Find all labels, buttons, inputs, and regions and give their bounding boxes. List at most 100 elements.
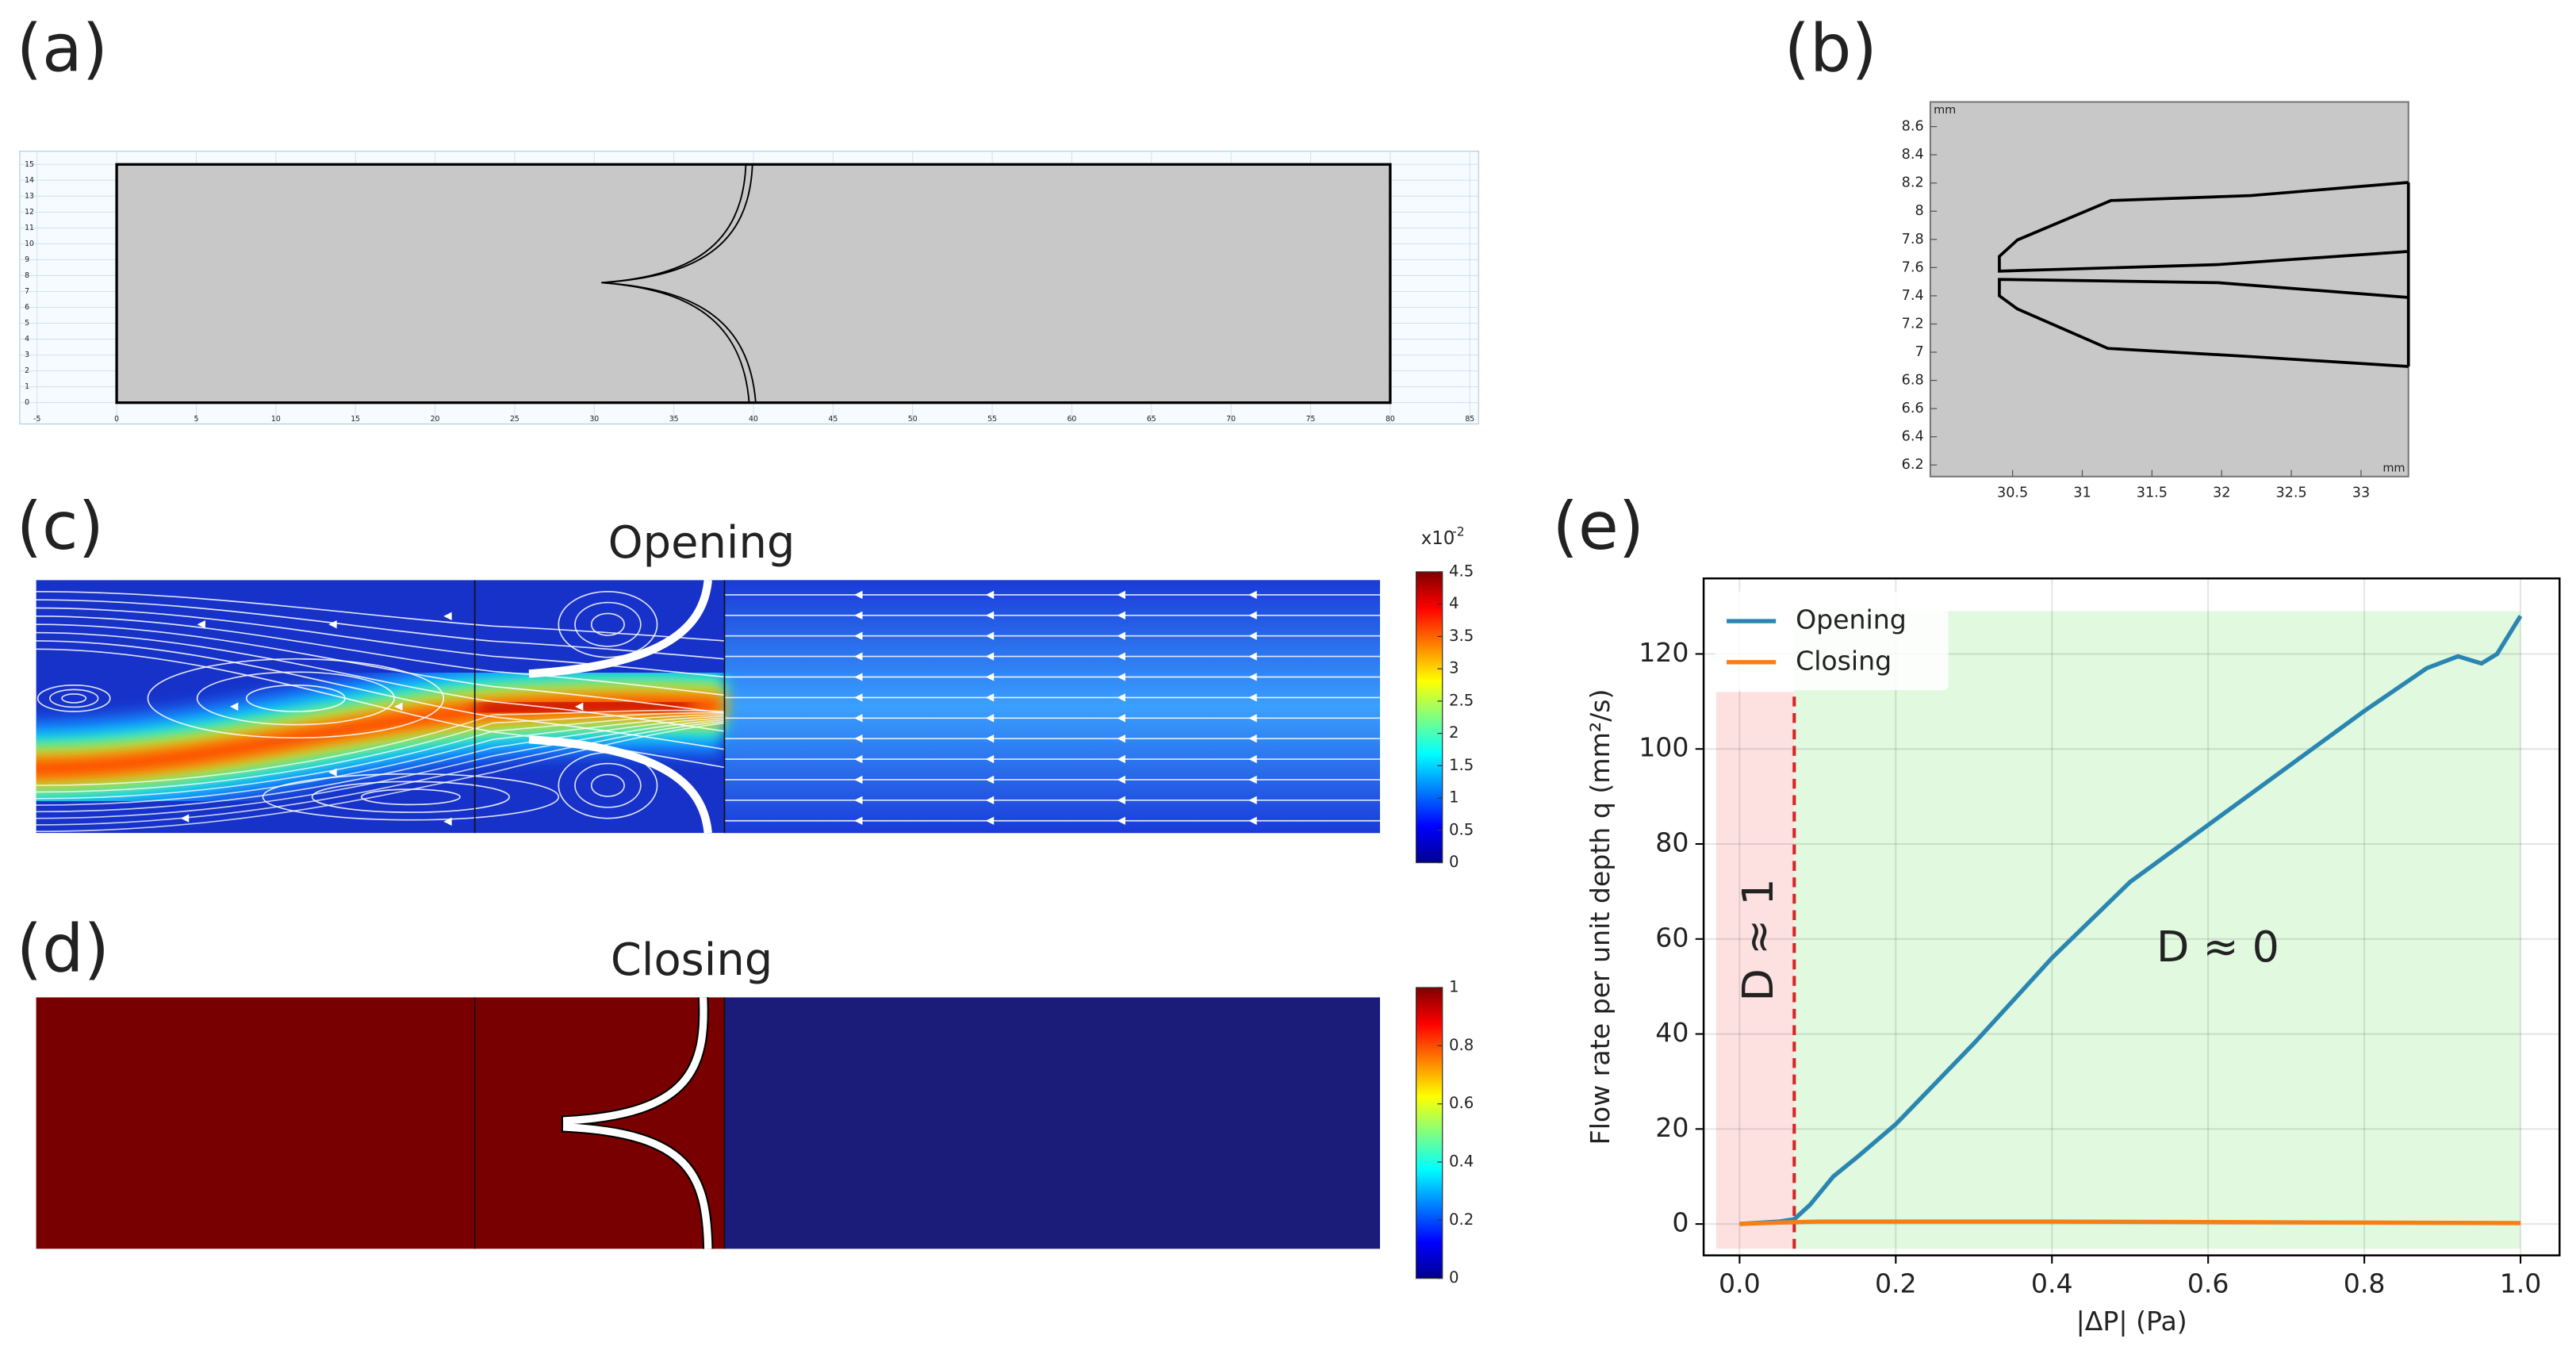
plot-area bbox=[1929, 101, 2409, 478]
arrow bbox=[1248, 631, 1257, 640]
y-tick-label: 120 bbox=[1639, 637, 1689, 668]
arrow bbox=[197, 620, 205, 629]
vortex bbox=[590, 612, 625, 636]
arrow bbox=[1248, 673, 1257, 681]
arrow bbox=[854, 652, 863, 661]
velocity-field bbox=[36, 580, 1381, 834]
arrow bbox=[1117, 714, 1125, 723]
series-line bbox=[1739, 615, 2523, 1226]
x-tick-label: 31 bbox=[2073, 485, 2091, 501]
arrow bbox=[1117, 796, 1125, 805]
arrow bbox=[1248, 796, 1257, 805]
arrow bbox=[854, 796, 863, 805]
membrane bbox=[528, 580, 712, 678]
y-tick-label: 14 bbox=[25, 176, 34, 185]
panel-label: (a) bbox=[17, 10, 108, 86]
domain bbox=[115, 163, 1392, 405]
arrow bbox=[1248, 735, 1257, 743]
x-tick-label: 0.0 bbox=[1719, 1268, 1761, 1298]
x-tick-label: 32 bbox=[2213, 485, 2230, 501]
vortex bbox=[49, 689, 99, 708]
x-axis-label: |ΔP| (Pa) bbox=[2076, 1306, 2187, 1337]
series-line bbox=[1739, 1219, 2521, 1226]
arrow bbox=[328, 768, 337, 777]
vortex bbox=[590, 773, 625, 797]
y-tick-label: 7.8 bbox=[1902, 232, 1924, 247]
colorbar bbox=[1415, 987, 1443, 1279]
y-tick-label: 13 bbox=[25, 192, 34, 201]
y-tick-label: 7 bbox=[1915, 344, 1923, 360]
regime-region bbox=[1794, 611, 2521, 1249]
streamline bbox=[36, 709, 725, 787]
y-tick-label: 2 bbox=[25, 366, 29, 375]
arrow bbox=[180, 814, 190, 823]
legend-label: Closing bbox=[1796, 645, 1892, 676]
x-tick-label: 30 bbox=[589, 415, 599, 424]
y-tick-label: 11 bbox=[25, 224, 34, 232]
y-tick-label: 8 bbox=[1915, 203, 1923, 219]
y-tick-label: 6.2 bbox=[1902, 457, 1924, 473]
arrow bbox=[1248, 754, 1257, 764]
arrow bbox=[985, 735, 995, 743]
arrow bbox=[854, 673, 863, 681]
x-tick-label: 40 bbox=[749, 415, 758, 424]
legend-box bbox=[1715, 591, 1949, 691]
arrow bbox=[854, 631, 863, 640]
arrow bbox=[854, 611, 863, 619]
x-tick-label: 0.6 bbox=[2187, 1268, 2229, 1298]
y-tick-label: 3 bbox=[25, 351, 29, 359]
panel-label: (d) bbox=[17, 910, 109, 987]
y-tick-label: 40 bbox=[1655, 1017, 1689, 1048]
streamline bbox=[36, 640, 725, 750]
unit-label: mm bbox=[1934, 104, 1956, 117]
x-tick-label: 80 bbox=[1386, 415, 1395, 424]
streamline bbox=[36, 631, 725, 732]
y-tick-label: 7.4 bbox=[1902, 288, 1924, 304]
streamline bbox=[36, 590, 725, 642]
vortex bbox=[311, 781, 510, 813]
arrow bbox=[1117, 590, 1125, 600]
outline bbox=[1998, 278, 2409, 368]
arrow bbox=[1248, 775, 1257, 784]
colorbar-tick-label: 1.5 bbox=[1449, 756, 1474, 774]
arrow bbox=[1117, 652, 1125, 661]
arrow bbox=[230, 702, 239, 711]
y-tick-label: 20 bbox=[1655, 1112, 1689, 1143]
arrow bbox=[985, 796, 995, 805]
arrow bbox=[1248, 816, 1257, 825]
x-tick-label: 30.5 bbox=[1997, 485, 2028, 501]
arrow bbox=[854, 754, 863, 764]
colorbar-tick-label: 2 bbox=[1449, 723, 1459, 742]
x-tick-label: -5 bbox=[33, 415, 40, 424]
panel-title: Closing bbox=[611, 934, 772, 986]
streamline bbox=[36, 715, 725, 806]
arrow bbox=[443, 817, 452, 826]
y-tick-label: 0 bbox=[25, 398, 29, 407]
x-tick-label: 20 bbox=[431, 415, 440, 424]
streamline bbox=[36, 717, 725, 813]
colorbar-tick-label: 1 bbox=[1449, 788, 1459, 807]
panel-label: (e) bbox=[1553, 488, 1645, 565]
y-tick-label: 15 bbox=[25, 160, 34, 169]
y-tick-label: 60 bbox=[1655, 922, 1689, 953]
arrow bbox=[985, 775, 995, 784]
arrow bbox=[1117, 693, 1125, 702]
arrow bbox=[985, 754, 995, 764]
colorbar bbox=[1415, 571, 1443, 864]
y-tick-label: 4 bbox=[25, 335, 29, 343]
membrane bbox=[528, 735, 712, 834]
axes-frame bbox=[1702, 577, 2561, 1256]
y-tick-label: 6 bbox=[25, 303, 29, 312]
colorbar-multiplier: x10 bbox=[1421, 528, 1455, 549]
field-region bbox=[724, 997, 1380, 1249]
arrow bbox=[985, 611, 995, 619]
y-tick-label: 6.6 bbox=[1902, 401, 1924, 416]
membrane bbox=[562, 997, 712, 1249]
streamline bbox=[36, 623, 725, 714]
legend-label: Opening bbox=[1796, 604, 1907, 635]
arrow bbox=[985, 714, 995, 723]
arrow bbox=[854, 590, 863, 600]
colorbar-tick-label: 0 bbox=[1449, 853, 1459, 871]
arrow bbox=[854, 693, 863, 702]
